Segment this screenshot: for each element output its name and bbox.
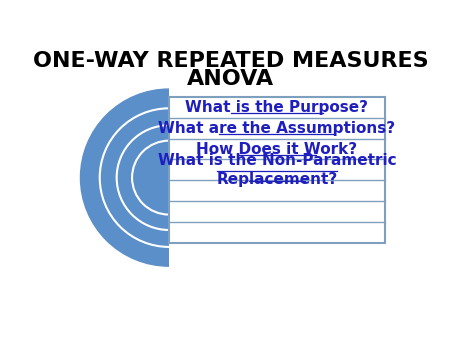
Text: ANOVA: ANOVA [187,69,274,89]
Text: ONE-WAY REPEATED MEASURES: ONE-WAY REPEATED MEASURES [33,51,428,71]
Text: What is the Non-Parametric
Replacement?: What is the Non-Parametric Replacement? [158,153,396,187]
Wedge shape [81,89,169,266]
Text: How Does it Work?: How Does it Work? [196,142,357,156]
Bar [169,97,385,243]
Text: What are the Assumptions?: What are the Assumptions? [158,121,396,136]
Bar [169,85,265,270]
Text: What is the Purpose?: What is the Purpose? [185,100,369,115]
